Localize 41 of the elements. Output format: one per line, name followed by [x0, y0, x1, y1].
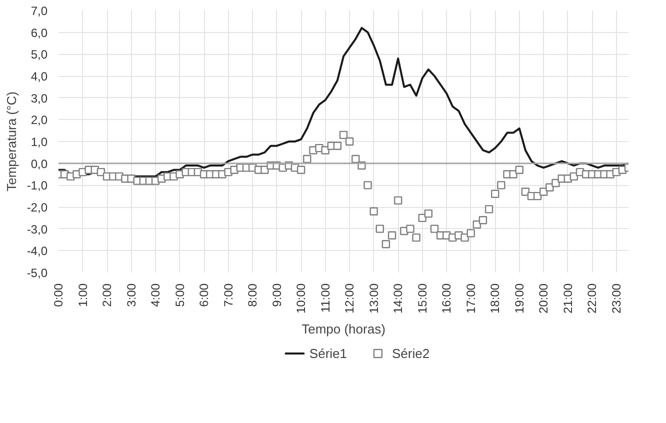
x-tick-label: 3:00 — [124, 283, 138, 307]
x-tick-label: 12:00 — [342, 283, 357, 314]
y-tick-label: 4,0 — [30, 70, 48, 84]
x-tick-label: 0:00 — [52, 283, 66, 307]
x-tick-label: 7:00 — [221, 283, 236, 307]
y-tick-label: -4,0 — [26, 244, 48, 258]
x-tick-label: 9:00 — [270, 283, 284, 307]
x-tick-label: 2:00 — [100, 283, 114, 307]
y-tick-label: -2,0 — [26, 200, 48, 214]
x-tick-label: 8:00 — [246, 283, 260, 307]
x-tick-label: 11:00 — [318, 283, 332, 313]
x-tick-label: 19:00 — [512, 283, 526, 314]
legend-label: Série2 — [392, 346, 430, 360]
legend-label: Série1 — [309, 346, 347, 360]
y-tick-label: 1,0 — [30, 135, 48, 149]
y-tick-label: 6,0 — [30, 26, 48, 40]
x-tick-label: 13:00 — [366, 283, 381, 314]
y-tick-label: 7,0 — [30, 4, 48, 18]
y-tick-label: 2,0 — [30, 113, 48, 128]
x-tick-label: 10:00 — [294, 283, 308, 314]
x-tick-label: 16:00 — [440, 283, 454, 314]
y-tick-label: 5,0 — [30, 48, 48, 62]
x-tick-label: 17:00 — [464, 283, 478, 314]
x-tick-label: 15:00 — [415, 283, 430, 314]
x-axis-title: Tempo (horas) — [302, 322, 386, 337]
x-tick-label: 22:00 — [585, 283, 600, 314]
x-tick-label: 23:00 — [609, 283, 624, 314]
x-tick-label: 18:00 — [488, 283, 502, 314]
x-tick-label: 5:00 — [172, 283, 187, 307]
x-tick-label: 14:00 — [391, 283, 406, 314]
x-tick-label: 1:00 — [76, 283, 90, 307]
y-tick-label: 3,0 — [30, 91, 48, 106]
y-tick-label: -1,0 — [26, 178, 48, 193]
y-tick-label: 0,0 — [30, 156, 48, 171]
y-axis-title: Temperatura (°C) — [4, 92, 19, 192]
y-tick-label: -5,0 — [26, 266, 48, 280]
x-tick-label: 21:00 — [560, 283, 575, 314]
x-tick-label: 4:00 — [148, 283, 163, 307]
x-tick-label: 20:00 — [536, 283, 551, 314]
y-tick-label: -3,0 — [26, 222, 48, 236]
x-tick-label: 6:00 — [197, 283, 212, 307]
